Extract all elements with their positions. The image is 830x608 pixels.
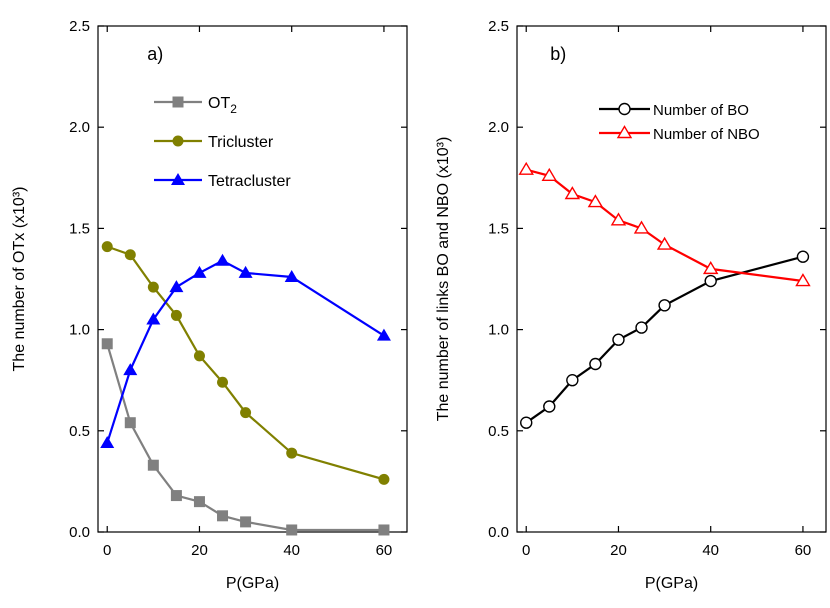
data-point	[148, 460, 159, 471]
data-point	[148, 282, 159, 293]
y-tick-label: 0.0	[488, 524, 509, 541]
panel-a: 0 20 40 60 0.0 0.5 1.0 1.5 2.0 2.5 P(GPa) The numbe…	[11, 18, 407, 592]
data-point	[194, 350, 205, 361]
x-tick-label: 20	[610, 542, 627, 559]
data-point	[797, 251, 808, 262]
data-point	[169, 280, 183, 292]
x-tick-label: 0	[522, 542, 530, 559]
x-tick-label: 40	[702, 542, 719, 559]
x-tick-label: 60	[376, 542, 393, 559]
legend-marker	[173, 97, 184, 108]
data-point	[171, 490, 182, 501]
data-point	[659, 300, 670, 311]
data-point	[239, 266, 253, 278]
legend-marker	[619, 104, 630, 115]
y-tick-label: 0.5	[69, 423, 90, 440]
data-point	[378, 524, 389, 535]
data-point	[125, 249, 136, 260]
legend-entry: Number of NBO	[599, 126, 760, 143]
legend-entry: Tetracluster	[154, 173, 291, 190]
legend-label: OT2	[208, 95, 237, 116]
legend-label-sub: 2	[230, 102, 237, 116]
data-point	[521, 417, 532, 428]
data-point	[377, 329, 391, 341]
data-point	[520, 163, 533, 174]
y-tick-label: 2.0	[69, 119, 90, 136]
data-point	[658, 238, 671, 249]
legend-entry: Number of BO	[599, 102, 749, 119]
y-tick-label: 2.5	[488, 18, 509, 35]
panel-label: a)	[147, 44, 163, 64]
x-axis-title: P(GPa)	[645, 575, 698, 592]
data-point	[217, 510, 228, 521]
data-point	[102, 338, 113, 349]
series-0	[102, 338, 390, 535]
y-tick-label: 0.0	[69, 524, 90, 541]
legend-label: Number of BO	[653, 102, 749, 119]
data-point	[544, 401, 555, 412]
x-tick-label: 60	[795, 542, 812, 559]
data-point	[192, 266, 206, 278]
series-line	[526, 257, 803, 423]
series-line	[526, 170, 803, 281]
legend-label: Tetracluster	[208, 173, 291, 190]
series-line	[107, 247, 384, 480]
data-point	[217, 377, 228, 388]
y-tick-label: 2.5	[69, 18, 90, 35]
y-tick-label: 1.0	[488, 322, 509, 339]
legend-label: Tricluster	[208, 134, 274, 151]
x-axis-title: P(GPa)	[226, 575, 279, 592]
y-tick-label: 2.0	[488, 119, 509, 136]
panel-label: b)	[550, 44, 566, 64]
x-tick-label: 20	[191, 542, 208, 559]
plot-frame	[98, 26, 407, 532]
y-tick-label: 1.5	[488, 220, 509, 237]
data-point	[102, 241, 113, 252]
legend-marker	[173, 136, 184, 147]
legend-entry: OT2	[154, 95, 237, 116]
legend-entry: Tricluster	[154, 134, 274, 151]
x-tick-label: 40	[283, 542, 300, 559]
y-tick-label: 1.5	[69, 220, 90, 237]
data-point	[590, 359, 601, 370]
data-point	[123, 363, 137, 375]
data-point	[705, 276, 716, 287]
data-point	[286, 524, 297, 535]
data-point	[378, 474, 389, 485]
data-point	[240, 407, 251, 418]
data-point	[286, 448, 297, 459]
x-tick-label: 0	[103, 542, 111, 559]
data-point	[216, 254, 230, 266]
panel-b: 0 20 40 60 0.0 0.5 1.0 1.5 2.0 2.5 P(GPa) The numbe…	[435, 18, 826, 592]
series-0	[521, 251, 809, 428]
data-point	[194, 496, 205, 507]
data-point	[171, 310, 182, 321]
data-point	[704, 262, 717, 273]
y-tick-label: 1.0	[69, 322, 90, 339]
data-point	[636, 322, 647, 333]
data-point	[240, 516, 251, 527]
y-axis-title: The number of links BO and NBO (x10³)	[435, 137, 452, 422]
data-point	[567, 375, 578, 386]
series-2	[100, 254, 391, 448]
legend-label-main: OT	[208, 95, 230, 112]
data-point	[613, 334, 624, 345]
data-point	[100, 436, 114, 448]
data-point	[125, 417, 136, 428]
y-axis-title: The number of OTx (x10³)	[11, 187, 28, 372]
series-line	[107, 344, 384, 530]
legend-label: Number of NBO	[653, 126, 760, 143]
y-tick-label: 0.5	[488, 423, 509, 440]
